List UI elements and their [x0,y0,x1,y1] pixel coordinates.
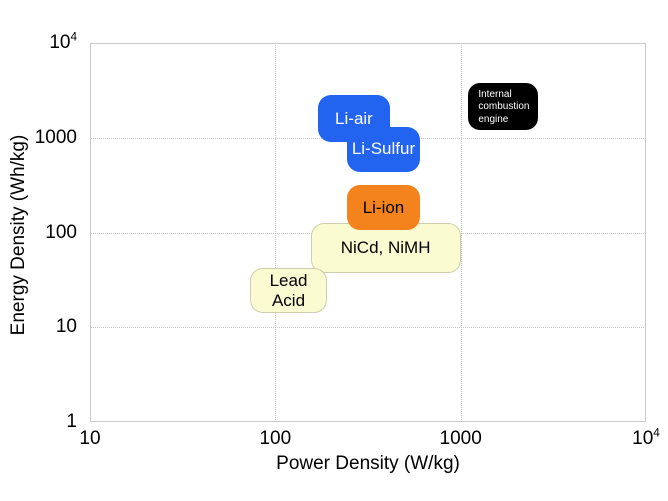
region-internal-combustion-engine: Internal combustion engine [468,82,538,131]
region-label-lead-acid: Lead Acid [269,270,308,310]
region-li-ion: Li-ion [347,184,420,231]
y-axis-title: Energy Density (Wh/kg) [8,134,29,336]
gridline-y-10 [90,327,646,329]
x-axis-title: Power Density (W/kg) [276,453,460,474]
region-label-li-air: Li-air [335,108,373,128]
x-tick-label-100: 100 [259,428,292,449]
region-lead-acid: Lead Acid [250,268,327,314]
y-tick-label-1000: 1000 [34,126,77,148]
region-label-nicd-nimh: NiCd, NiMH [340,238,431,258]
region-nicd-nimh: NiCd, NiMH [310,222,461,274]
x-tick-label-10: 10 [79,428,101,449]
x-tick-label-10000: 104 [632,426,660,449]
x-tick-label-1000: 1000 [439,428,482,449]
y-tick-label-10000: 104 [49,30,77,53]
y-tick-label-10: 10 [55,316,77,338]
y-tick-label-1: 1 [66,411,77,432]
plot-area: Li-air Li-Sulfur NiCd, NiMH Li-ion Lead Acid I… [90,43,646,422]
region-li-sulfur: Li-Sulfur [347,126,420,172]
region-label-li-ion: Li-ion [362,197,405,217]
region-label-internal-combustion-engine: Internal combustion engine [478,88,530,125]
region-label-li-sulfur: Li-Sulfur [351,139,416,159]
y-tick-label-100: 100 [45,221,77,243]
